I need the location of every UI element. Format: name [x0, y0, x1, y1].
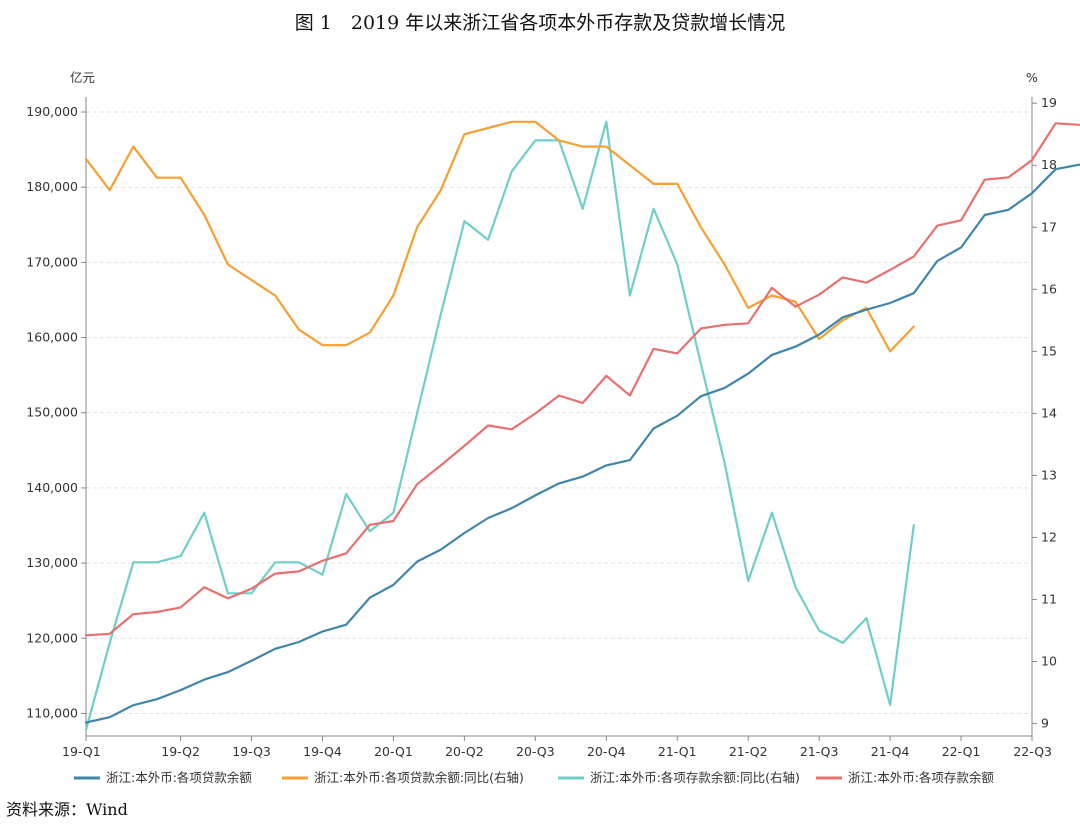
x-tick-label-6: 20-Q3 [516, 744, 555, 759]
legend: 浙江:本外币:各项贷款余额 浙江:本外币:各项贷款余额:同比(右轴) 浙江:本外币:… [74, 770, 994, 785]
left-axis-unit: 亿元 [70, 70, 95, 85]
axes [85, 97, 1033, 737]
right-tick-label-4: 13 [1041, 467, 1057, 482]
series-line-loan-balance [84, 163, 1080, 724]
left-tick-label-8: 190,000 [26, 104, 78, 119]
right-axis-unit: % [1026, 70, 1038, 85]
left-axis-ticks: 110,000 120,000 130,000 140,000 150,000 160,0… [26, 104, 86, 720]
x-tick-label-4: 20-Q1 [374, 744, 413, 759]
x-tick-label-9: 21-Q2 [729, 744, 768, 759]
right-tick-label-5: 14 [1041, 405, 1057, 420]
right-axis-ticks: 9 10 11 12 13 14 15 16 17 18 19 [1032, 95, 1057, 731]
left-tick-label-1: 120,000 [26, 630, 78, 645]
legend-label-0: 浙江:本外币:各项贷款余额 [106, 770, 252, 785]
x-tick-label-13: 22-Q3 [1013, 744, 1052, 759]
x-tick-label-11: 21-Q4 [871, 744, 910, 759]
x-tick-label-2: 19-Q3 [232, 744, 271, 759]
series-line-deposit-balance [84, 122, 1080, 637]
right-tick-label-2: 11 [1041, 592, 1057, 607]
x-tick-label-5: 20-Q2 [445, 744, 484, 759]
x-tick-label-7: 20-Q4 [587, 744, 626, 759]
right-tick-label-1: 10 [1041, 654, 1057, 669]
x-tick-label-1: 19-Q2 [161, 744, 200, 759]
right-tick-label-9: 18 [1041, 157, 1057, 172]
x-tick-label-0: 19-Q1 [62, 744, 101, 759]
right-tick-label-6: 15 [1041, 343, 1057, 358]
x-tick-label-10: 21-Q3 [800, 744, 839, 759]
x-tick-label-12: 22-Q1 [942, 744, 981, 759]
legend-label-2: 浙江:本外币:各项存款余额:同比(右轴) [590, 770, 800, 785]
series-lines [84, 120, 1080, 731]
left-tick-label-6: 170,000 [26, 254, 78, 269]
series-line-loan-yoy [84, 120, 915, 353]
left-tick-label-5: 160,000 [26, 330, 78, 345]
source-note: 资料来源：Wind [6, 800, 128, 819]
x-tick-label-3: 19-Q4 [303, 744, 342, 759]
chart-title: 图 1 2019 年以来浙江省各项本外币存款及贷款增长情况 [294, 12, 786, 34]
chart-canvas: 亿元 % 110,000 120,000 130,000 140,000 150,000… [26, 70, 1080, 785]
x-tick-label-8: 21-Q1 [658, 744, 697, 759]
legend-label-1: 浙江:本外币:各项贷款余额:同比(右轴) [314, 770, 524, 785]
right-tick-label-8: 17 [1041, 219, 1057, 234]
series-line-deposit-yoy [84, 120, 915, 731]
right-tick-label-3: 12 [1041, 529, 1057, 544]
left-tick-label-0: 110,000 [26, 705, 78, 720]
left-tick-label-7: 180,000 [26, 179, 78, 194]
left-tick-label-2: 130,000 [26, 555, 78, 570]
legend-label-3: 浙江:本外币:各项存款余额 [848, 770, 994, 785]
right-tick-label-0: 9 [1041, 716, 1049, 731]
gridlines [86, 111, 1032, 714]
left-tick-label-3: 140,000 [26, 480, 78, 495]
left-tick-label-4: 150,000 [26, 405, 78, 420]
x-axis-ticks: 19-Q1 19-Q2 19-Q3 19-Q4 20-Q1 20-Q2 20-Q3 20-Q4… [62, 736, 1052, 759]
right-tick-label-7: 16 [1041, 281, 1057, 296]
right-tick-label-10: 19 [1041, 95, 1057, 110]
